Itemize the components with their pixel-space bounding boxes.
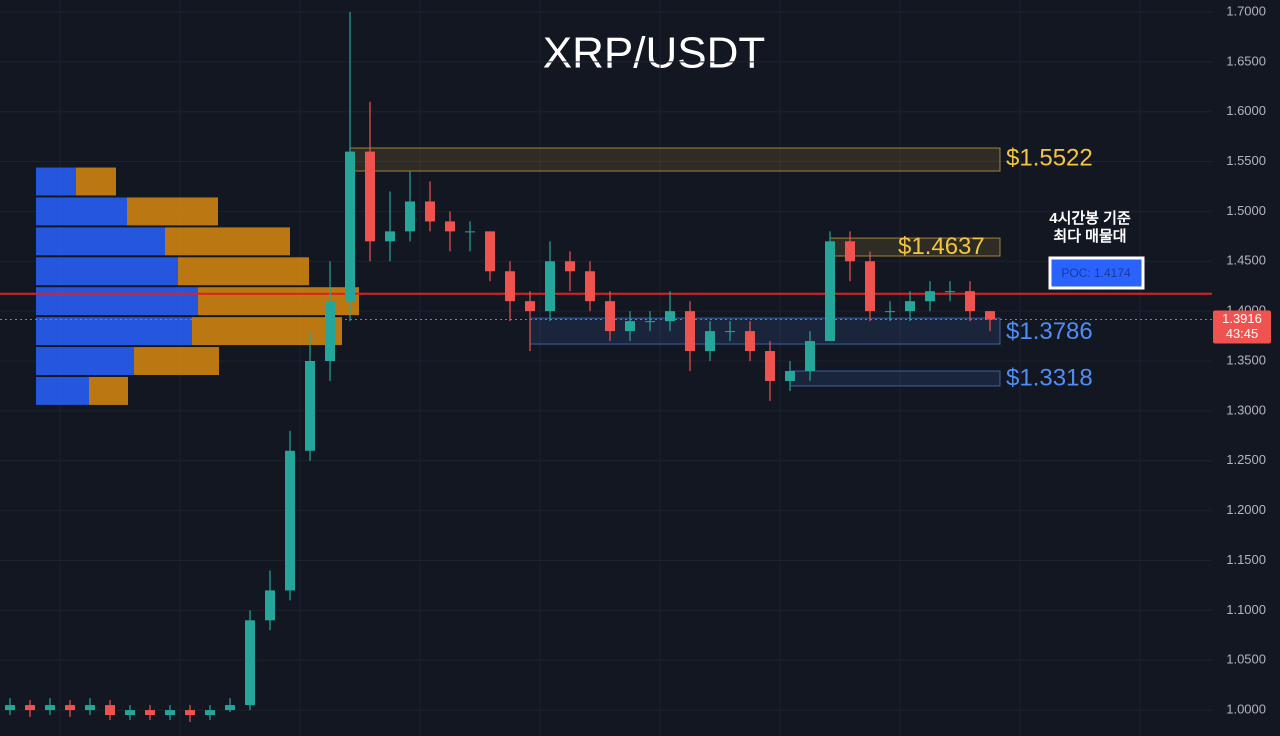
y-tick-label: 1.6000 bbox=[1226, 103, 1266, 118]
candle-body bbox=[325, 301, 335, 362]
candle-body bbox=[165, 710, 175, 716]
candle-body bbox=[65, 705, 75, 711]
candle-body bbox=[205, 710, 215, 716]
candle-body bbox=[245, 620, 255, 706]
y-tick-label: 1.1500 bbox=[1226, 552, 1266, 567]
candle-body bbox=[865, 261, 875, 312]
zone-label: $1.5522 bbox=[1006, 145, 1093, 172]
candle-body bbox=[265, 590, 275, 621]
y-tick-label: 1.3500 bbox=[1226, 352, 1266, 367]
candle-body bbox=[885, 311, 895, 313]
candle-body bbox=[725, 331, 735, 333]
candle-body bbox=[225, 705, 235, 711]
profile-sell bbox=[89, 376, 128, 405]
candle-body bbox=[525, 301, 535, 312]
profile-sell bbox=[178, 257, 309, 286]
candle-body bbox=[605, 301, 615, 332]
candle-body bbox=[145, 710, 155, 716]
candle-body bbox=[805, 341, 815, 371]
profile-buy bbox=[36, 167, 76, 196]
countdown: 43:45 bbox=[1226, 326, 1259, 341]
y-tick-label: 1.1000 bbox=[1226, 602, 1266, 617]
candle-body bbox=[305, 361, 315, 451]
profile-buy bbox=[36, 227, 165, 256]
current-price-label: 1.3916 bbox=[1222, 311, 1262, 326]
candle-body bbox=[845, 241, 855, 262]
candle-body bbox=[425, 201, 435, 222]
candle-body bbox=[745, 331, 755, 352]
candle-body bbox=[465, 231, 475, 233]
y-tick-label: 1.3000 bbox=[1226, 402, 1266, 417]
annotation: 4시간봉 기준 bbox=[1049, 210, 1131, 227]
candle-body bbox=[125, 710, 135, 716]
y-tick-label: 1.4500 bbox=[1226, 253, 1266, 268]
candle-body bbox=[485, 231, 495, 272]
zone-label: $1.3318 bbox=[1006, 365, 1093, 392]
candle-body bbox=[825, 241, 835, 342]
candle-body bbox=[925, 291, 935, 302]
profile-buy bbox=[36, 257, 178, 286]
candle-body bbox=[85, 705, 95, 711]
candle-body bbox=[565, 261, 575, 272]
chart-title: XRP/USDT bbox=[543, 29, 765, 78]
candle-body bbox=[405, 201, 415, 232]
zone-label: $1.4637 bbox=[898, 233, 985, 260]
candle-body bbox=[285, 450, 295, 591]
y-tick-label: 1.5000 bbox=[1226, 203, 1266, 218]
y-tick-label: 1.2500 bbox=[1226, 452, 1266, 467]
candle-body bbox=[345, 151, 355, 302]
candle-body bbox=[385, 231, 395, 242]
annotation: 최다 매물대 bbox=[1053, 227, 1126, 245]
candle-body bbox=[645, 321, 655, 323]
candle-body bbox=[685, 311, 695, 352]
profile-buy bbox=[36, 376, 89, 405]
profile-sell bbox=[134, 347, 219, 375]
candle-body bbox=[965, 291, 975, 312]
candle-body bbox=[445, 221, 455, 232]
candle-body bbox=[45, 705, 55, 711]
profile-sell bbox=[192, 317, 342, 346]
profile-sell bbox=[127, 197, 218, 226]
candle-body bbox=[905, 301, 915, 312]
candle-body bbox=[665, 311, 675, 322]
candle-body bbox=[25, 705, 35, 711]
y-tick-label: 1.5500 bbox=[1226, 153, 1266, 168]
candle-body bbox=[185, 710, 195, 716]
zone-label: $1.3786 bbox=[1006, 318, 1093, 345]
profile-buy bbox=[36, 347, 134, 375]
poc-label: POC: 1.4174 bbox=[1061, 266, 1131, 280]
zone bbox=[529, 317, 1001, 345]
candle-body bbox=[985, 311, 995, 320]
current-price-box bbox=[1213, 310, 1271, 344]
profile-sell bbox=[165, 227, 290, 256]
y-tick-label: 1.7000 bbox=[1226, 3, 1266, 18]
zone bbox=[789, 370, 1001, 387]
candle-body bbox=[705, 331, 715, 352]
profile-buy bbox=[36, 287, 198, 316]
candle-body bbox=[365, 151, 375, 242]
profile-sell bbox=[76, 167, 116, 196]
y-tick-label: 1.2000 bbox=[1226, 502, 1266, 517]
y-tick-label: 1.0000 bbox=[1226, 702, 1266, 717]
candle-body bbox=[505, 271, 515, 302]
candle-body bbox=[585, 271, 595, 302]
candle-body bbox=[785, 370, 795, 381]
candle-body bbox=[545, 261, 555, 312]
y-tick-label: 1.6500 bbox=[1226, 53, 1266, 68]
zone bbox=[349, 147, 1001, 172]
candle-body bbox=[5, 705, 15, 711]
candle-body bbox=[765, 351, 775, 381]
candle-body bbox=[625, 321, 635, 332]
candle-body bbox=[105, 705, 115, 716]
profile-buy bbox=[36, 197, 127, 226]
poc-box bbox=[1048, 256, 1145, 290]
candle-body bbox=[945, 291, 955, 293]
y-tick-label: 1.0500 bbox=[1226, 652, 1266, 667]
profile-buy bbox=[36, 317, 192, 346]
